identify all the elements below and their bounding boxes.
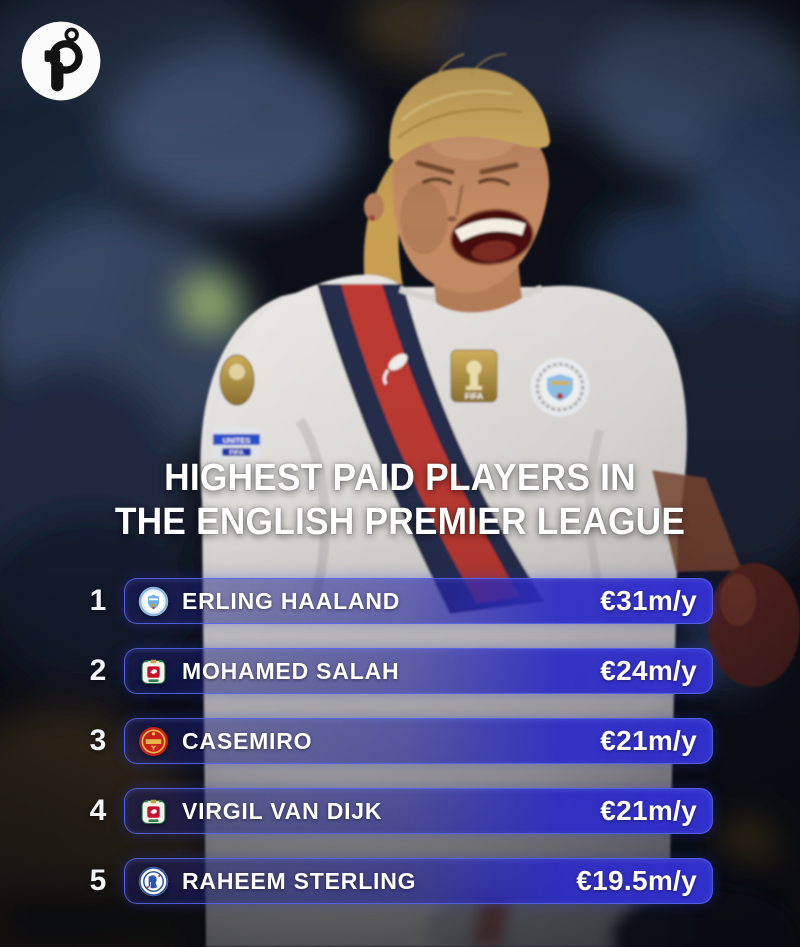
rank-number: 3 xyxy=(89,724,107,757)
rank-number: 4 xyxy=(89,794,107,827)
player-name: MOHAMED SALAH xyxy=(182,657,400,684)
liverpool-badge-icon xyxy=(141,659,166,684)
rank-number: 5 xyxy=(89,864,107,897)
salary-value: €21m/y xyxy=(600,725,697,756)
title-line-1: HIGHEST PAID PLAYERS IN xyxy=(164,457,636,499)
ranking-row: 4 VIRGIL VAN DIJK €21m/y xyxy=(80,788,713,834)
player-pill: VIRGIL VAN DIJK €21m/y xyxy=(124,788,713,834)
ranking-row: 5 RAHEEM STERLING €19.5m/y xyxy=(80,858,713,904)
manchester-united-badge-icon xyxy=(139,726,168,756)
ranking-row: 3 CASEMIRO €21m/y xyxy=(80,718,713,764)
ranking-row: 2 MOHAMED SALAH €24m/y xyxy=(80,648,713,694)
manchester-city-badge-icon xyxy=(138,586,169,616)
chelsea-badge-icon xyxy=(138,866,169,896)
player-name: ERLING HAALAND xyxy=(182,587,401,614)
title-line-2: THE ENGLISH PREMIER LEAGUE xyxy=(114,501,686,543)
ranking-list: 1 ERLING HAALAND €31m/y xyxy=(80,578,713,928)
rank-number: 1 xyxy=(89,584,107,617)
player-pill: RAHEEM STERLING €19.5m/y xyxy=(124,858,713,904)
ranking-row: 1 ERLING HAALAND €31m/y xyxy=(80,578,713,624)
rank-number: 2 xyxy=(89,654,107,687)
whistle-logo-icon xyxy=(21,21,101,101)
player-name: CASEMIRO xyxy=(182,727,313,754)
player-pill: MOHAMED SALAH €24m/y xyxy=(124,648,713,694)
salary-value: €31m/y xyxy=(600,585,697,616)
player-name: RAHEEM STERLING xyxy=(182,867,417,894)
player-pill: ERLING HAALAND €31m/y xyxy=(124,578,713,624)
player-pill: CASEMIRO €21m/y xyxy=(124,718,713,764)
page-title: HIGHEST PAID PLAYERS IN THE ENGLISH PREM… xyxy=(28,456,772,544)
player-name: VIRGIL VAN DIJK xyxy=(182,797,383,824)
salary-value: €21m/y xyxy=(600,795,697,826)
liverpool-badge-icon xyxy=(141,799,166,824)
salary-value: €19.5m/y xyxy=(576,865,697,896)
salary-value: €24m/y xyxy=(600,655,697,686)
